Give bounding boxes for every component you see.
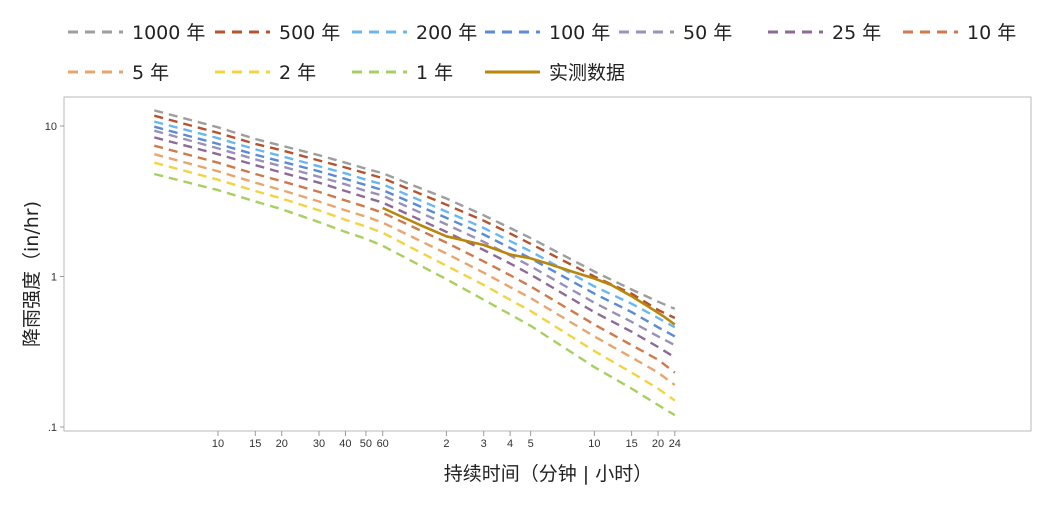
legend-item-4: 50 年 bbox=[619, 22, 732, 44]
y-tick-label: .1 bbox=[48, 422, 57, 434]
legend-label: 500 年 bbox=[279, 22, 340, 44]
series-line-0 bbox=[153, 109, 676, 310]
legend-label: 25 年 bbox=[832, 22, 881, 44]
y-axis-ticks: 101.1 bbox=[45, 121, 64, 434]
y-tick-label: 10 bbox=[45, 121, 57, 133]
series-line-4 bbox=[153, 129, 676, 347]
series-line-10 bbox=[382, 206, 676, 326]
x-tick-label: 40 bbox=[339, 438, 351, 450]
series-line-3 bbox=[153, 125, 676, 338]
x-tick-label: 20 bbox=[276, 438, 288, 450]
x-tick-label: 15 bbox=[625, 438, 637, 450]
legend-label: 5 年 bbox=[132, 62, 169, 84]
series-line-5 bbox=[153, 136, 676, 359]
series-line-9 bbox=[154, 172, 676, 417]
legend-item-2: 200 年 bbox=[352, 22, 477, 44]
series-line-7 bbox=[153, 153, 676, 386]
legend-label: 50 年 bbox=[683, 22, 732, 44]
x-tick-label: 15 bbox=[249, 438, 261, 450]
x-tick-label: 5 bbox=[528, 438, 534, 450]
series-line-6 bbox=[153, 144, 676, 374]
legend-item-9: 1 年 bbox=[352, 62, 453, 84]
x-tick-label: 2 bbox=[443, 438, 449, 450]
y-tick-label: 1 bbox=[51, 272, 57, 284]
series-layer bbox=[153, 109, 676, 417]
x-tick-label: 4 bbox=[507, 438, 513, 450]
legend-item-10: 实测数据 bbox=[485, 62, 625, 84]
x-tick-label: 30 bbox=[313, 438, 325, 450]
series-line-8 bbox=[153, 161, 676, 402]
x-tick-label: 60 bbox=[377, 438, 389, 450]
legend-item-5: 25 年 bbox=[768, 22, 881, 44]
legend-label: 200 年 bbox=[416, 22, 477, 44]
legend-label: 100 年 bbox=[549, 22, 610, 44]
x-tick-label: 50 bbox=[360, 438, 372, 450]
legend-item-6: 10 年 bbox=[903, 22, 1016, 44]
legend-item-1: 500 年 bbox=[215, 22, 340, 44]
legend-item-0: 1000 年 bbox=[68, 22, 205, 44]
legend-label: 1 年 bbox=[416, 62, 453, 84]
x-tick-label: 10 bbox=[588, 438, 600, 450]
legend-label: 10 年 bbox=[967, 22, 1016, 44]
y-axis-label: 降雨强度（in/hr) bbox=[21, 201, 43, 347]
legend-label: 实测数据 bbox=[549, 62, 625, 84]
x-axis-label: 持续时间（分钟 | 小时） bbox=[444, 463, 652, 485]
series-line-2 bbox=[153, 120, 676, 329]
x-axis-ticks: 10 15 20 30 40 50 60 2 3 4 5 10 15 20 24 bbox=[212, 431, 681, 450]
x-tick-label: 20 bbox=[652, 438, 664, 450]
series-line-1 bbox=[153, 114, 676, 320]
legend-label: 2 年 bbox=[279, 62, 316, 84]
x-tick-label: 24 bbox=[669, 438, 681, 450]
legend-item-8: 2 年 bbox=[215, 62, 316, 84]
legend-item-3: 100 年 bbox=[485, 22, 610, 44]
x-tick-label: 10 bbox=[212, 438, 224, 450]
legend-label: 1000 年 bbox=[132, 22, 205, 44]
x-tick-label: 3 bbox=[481, 438, 487, 450]
legend: 1000 年 500 年 200 年 100 年 50 年 25 年 10 年 5 年 2 年 1… bbox=[68, 22, 1016, 84]
legend-item-7: 5 年 bbox=[68, 62, 169, 84]
